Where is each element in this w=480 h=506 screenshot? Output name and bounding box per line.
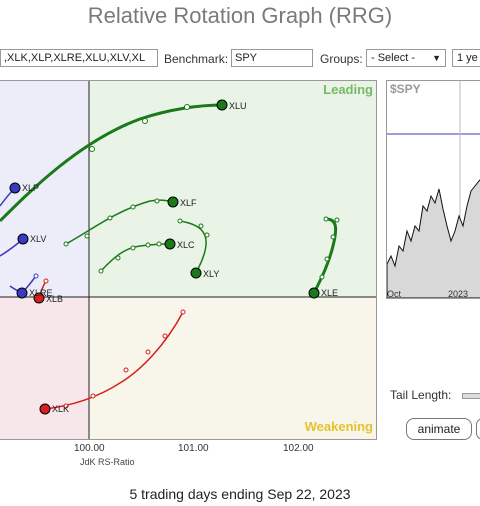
tail-xlb[interactable] — [33, 278, 49, 304]
date-range-caption: 5 trading days ending Sep 22, 2023 — [129, 486, 351, 502]
tail-xle[interactable] — [308, 216, 340, 299]
x-axis-title: JdK RS-Ratio — [80, 457, 135, 467]
page-title: Relative Rotation Graph (RRG) — [87, 3, 393, 28]
tail-length-label: Tail Length: — [390, 388, 452, 402]
secondary-button[interactable] — [476, 418, 480, 440]
tail-xlu[interactable] — [0, 99, 228, 223]
toolbar: ,XLK,XLP,XLRE,XLU,XLV,XL Benchmark: SPY … — [0, 47, 480, 71]
label-xlc: XLC — [177, 240, 195, 250]
label-xlf: XLF — [180, 198, 197, 208]
groups-select[interactable]: - Select - ▼ — [366, 49, 446, 67]
benchmark-label: Benchmark: — [164, 52, 229, 66]
x-tick-100: 100.00 — [74, 443, 105, 454]
rrg-plot: XLU XLF XLC XLY XLE XLK XLB XLP XLV XLRE — [0, 81, 376, 439]
spy-chart — [386, 80, 480, 299]
spy-label: $SPY — [390, 82, 421, 96]
tail-xlp[interactable] — [0, 182, 21, 207]
groups-select-value: - Select - — [371, 52, 416, 64]
label-xlb: XLB — [46, 294, 63, 304]
weakening-label: Weakening — [304, 419, 373, 434]
groups-label: Groups: — [320, 52, 363, 66]
tail-xly[interactable] — [177, 218, 210, 279]
chevron-down-icon: ▼ — [432, 53, 441, 63]
label-xlre: XLRE — [29, 288, 53, 298]
leading-label: Leading — [323, 82, 373, 97]
symbols-input[interactable]: ,XLK,XLP,XLRE,XLU,XLV,XL — [0, 49, 158, 67]
tail-xlv[interactable] — [0, 233, 29, 257]
lagging-quadrant — [0, 297, 89, 439]
label-xly: XLY — [203, 269, 219, 279]
tail-xlc[interactable] — [98, 238, 176, 274]
period-select-value: 1 ye — [457, 52, 478, 64]
spy-price-plot — [387, 81, 480, 298]
spy-x-label-2023: 2023 — [448, 289, 469, 299]
animate-button[interactable]: animate — [406, 418, 472, 440]
x-tick-101: 101.00 — [178, 443, 209, 454]
weakening-quadrant — [89, 297, 376, 439]
tail-length-slider[interactable] — [462, 393, 480, 399]
rrg-graph[interactable]: XLU XLF XLC XLY XLE XLK XLB XLP XLV XLRE… — [0, 80, 377, 440]
tail-xlk[interactable] — [39, 309, 186, 415]
x-tick-102: 102.00 — [283, 443, 314, 454]
period-select[interactable]: 1 ye — [452, 49, 480, 67]
label-xle: XLE — [321, 288, 338, 298]
spy-x-label-oct: Oct — [387, 289, 402, 299]
tail-xlre[interactable] — [9, 273, 39, 299]
benchmark-input[interactable]: SPY — [231, 49, 313, 67]
label-xlk: XLK — [52, 404, 69, 414]
label-xlu: XLU — [229, 101, 247, 111]
tail-xlf[interactable] — [63, 196, 179, 247]
label-xlp: XLP — [22, 183, 39, 193]
label-xlv: XLV — [30, 234, 46, 244]
